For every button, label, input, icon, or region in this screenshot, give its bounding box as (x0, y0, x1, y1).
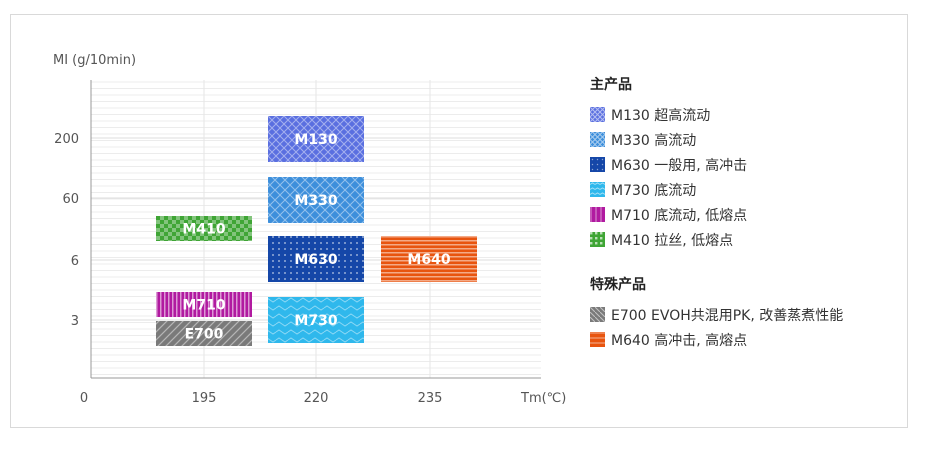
box-label-m330: M330 (294, 193, 337, 209)
box-m710[interactable] (156, 292, 252, 317)
box-label-m410: M410 (182, 222, 225, 238)
legend-group: 主产品 M130 超高流动 M330 高流动 M630 一般用, 高冲击 M730 底流… (590, 74, 910, 252)
legend-item-label: M640 高冲击, 高熔点 (611, 332, 748, 349)
y-axis-label: MI (g/10min) (53, 53, 136, 68)
legend-item-label: M330 高流动 (611, 132, 697, 149)
x-tick-label: 0 (80, 391, 88, 406)
legend-item[interactable]: M410 拉丝, 低熔点 (590, 227, 910, 252)
box-m130[interactable] (268, 116, 364, 162)
legend-swatch (590, 307, 605, 322)
axes: 0 195 220 235 200 60 6 3 (54, 80, 541, 406)
legend-swatch (590, 207, 605, 222)
chart-boxes: M130 M330 M630 M730 M410 M710 E700 M640 (156, 116, 477, 346)
box-e700[interactable] (156, 321, 252, 346)
legend-item-label: M130 超高流动 (611, 107, 711, 124)
x-axis-label: Tm(℃) (520, 391, 566, 406)
box-m730[interactable] (268, 297, 364, 343)
box-label-e700: E700 (185, 327, 224, 343)
legend-swatch (590, 132, 605, 147)
box-label-m640: M640 (407, 252, 450, 268)
box-label-m710: M710 (182, 298, 225, 314)
box-m410[interactable] (156, 216, 252, 241)
legend-item[interactable]: M730 底流动 (590, 177, 910, 202)
box-label-m730: M730 (294, 313, 337, 329)
legend-item[interactable]: M130 超高流动 (590, 102, 910, 127)
box-m640[interactable] (381, 236, 477, 282)
legend-swatch (590, 107, 605, 122)
legend-swatch (590, 157, 605, 172)
legend-item[interactable]: E700 EVOH共混用PK, 改善蒸煮性能 (590, 302, 910, 327)
box-label-m630: M630 (294, 252, 337, 268)
legend: 主产品 M130 超高流动 M330 高流动 M630 一般用, 高冲击 M730 底流… (590, 74, 910, 352)
box-m630[interactable] (268, 236, 364, 282)
y-tick-label: 200 (54, 132, 79, 147)
legend-item-label: M630 一般用, 高冲击 (611, 157, 748, 174)
legend-item-label: M730 底流动 (611, 182, 697, 199)
legend-group-title: 主产品 (590, 77, 632, 93)
legend-swatch (590, 232, 605, 247)
legend-item[interactable]: M630 一般用, 高冲击 (590, 152, 910, 177)
legend-swatch (590, 332, 605, 347)
x-tick-label: 220 (304, 391, 329, 406)
box-label-m130: M130 (294, 132, 337, 148)
box-m330[interactable] (268, 177, 364, 223)
legend-item[interactable]: M710 底流动, 低熔点 (590, 202, 910, 227)
legend-item-label: E700 EVOH共混用PK, 改善蒸煮性能 (611, 307, 844, 324)
legend-item-label: M410 拉丝, 低熔点 (611, 232, 734, 249)
legend-item-label: M710 底流动, 低熔点 (611, 207, 748, 224)
x-tick-label: 195 (192, 391, 217, 406)
legend-item[interactable]: M640 高冲击, 高熔点 (590, 327, 910, 352)
legend-group-title: 特殊产品 (590, 277, 646, 293)
y-tick-label: 6 (71, 254, 79, 269)
y-tick-label: 60 (62, 192, 79, 207)
x-tick-label: 235 (418, 391, 443, 406)
legend-item[interactable]: M330 高流动 (590, 127, 910, 152)
y-tick-label: 3 (71, 314, 79, 329)
legend-swatch (590, 182, 605, 197)
legend-group: 特殊产品 E700 EVOH共混用PK, 改善蒸煮性能 M640 高冲击, 高熔点 (590, 274, 910, 352)
